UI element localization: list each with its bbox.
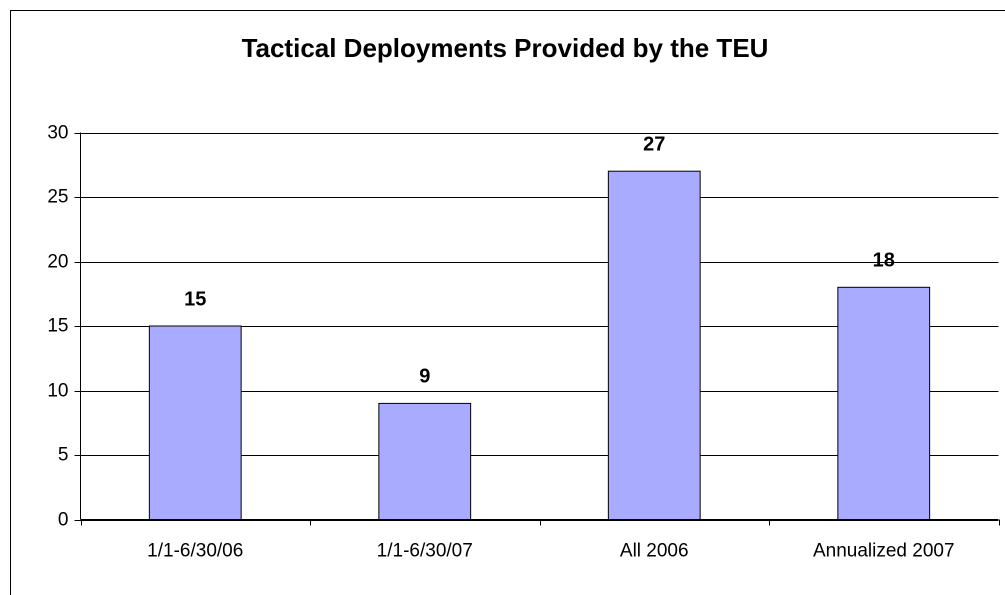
x-tick-label: Annualized 2007 [813,541,955,562]
bar [837,286,931,520]
y-tick-label: 15 [47,316,68,337]
x-tick-label: All 2006 [620,541,689,562]
bar [378,402,472,520]
bar [607,170,701,520]
y-tick-label: 25 [47,187,68,208]
y-tick-label: 5 [58,445,69,466]
chart-title: Tactical Deployments Provided by the TEU [242,33,769,63]
y-tick-label: 0 [58,510,69,531]
y-tick-label: 20 [47,252,68,273]
x-tick-label: 1/1-6/30/07 [377,541,473,562]
y-tick-label: 10 [47,381,68,402]
data-label: 15 [184,288,206,310]
x-tick-label: 1/1-6/30/06 [147,541,243,562]
data-label: 9 [419,366,430,388]
bar [148,325,242,520]
data-label: 18 [873,250,895,272]
data-label: 27 [643,133,665,155]
chart-border [10,10,1005,595]
y-tick-label: 30 [47,123,68,144]
